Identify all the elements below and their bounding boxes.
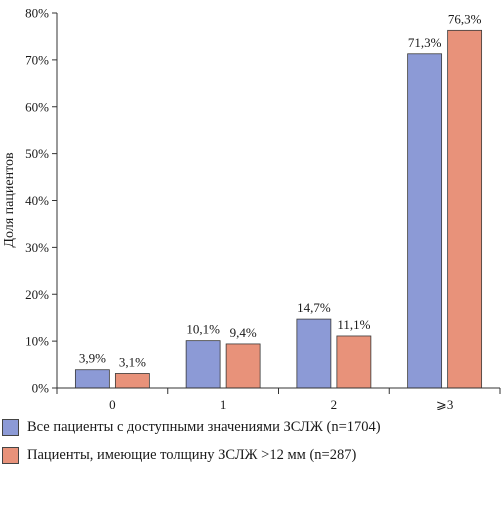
bar-series-2-1 [225,343,261,389]
x-tick-label: 2 [331,397,338,410]
legend-swatch-series-2 [2,446,19,464]
y-tick-label: 50% [25,146,49,161]
y-tick-label: 10% [25,334,49,349]
data-label-series-2-2: 11,1% [337,317,370,332]
y-tick-label: 40% [25,193,49,208]
legend-item-series-2: Пациенты, имеющие толщину ЗСЛЖ >12 мм (n… [2,445,500,465]
y-ticks-layer: 0% 10% 20% 30% 40% 50% 60% 70% 80% [25,6,57,396]
bar-series-2-2 [336,335,372,389]
data-label-series-1-3: 71,3% [408,35,442,50]
y-tick-label: 20% [25,287,49,302]
bar-series-2-3 [447,29,483,389]
bar-series-1-1 [185,340,221,389]
y-tick-label: 60% [25,99,49,114]
data-label-series-1-2: 14,7% [297,300,331,315]
bar-series-1-3 [407,53,443,389]
x-tick-label: 1 [220,397,227,410]
legend-label-series-2: Пациенты, имеющие толщину ЗСЛЖ >12 мм (n… [27,446,357,463]
data-label-series-1-0: 3,9% [79,351,106,366]
legend-label-series-1: Все пациенты с доступными значениями ЗСЛ… [27,418,381,435]
bar-series-1-0 [74,369,110,389]
x-ticks-layer: 0 1 2 ⩾3 [56,388,501,410]
y-tick-label: 70% [25,52,49,67]
data-label-series-1-1: 10,1% [186,322,220,337]
legend: Все пациенты с доступными значениями ЗСЛ… [2,417,500,473]
x-tick-label: 0 [109,397,116,410]
x-tick-label: ⩾3 [436,397,453,410]
y-tick-label: 0% [32,381,50,396]
data-labels-layer: 3,9% 3,1% 10,1% 9,4% 14,7% 11,1% 71,3% 76,3% [79,11,482,369]
bars-layer [74,29,483,389]
bar-chart: Доля пациентов 3,9% 3,1% 10,1% 9,4% 14,7% 11,… [2,6,501,410]
y-tick-label: 30% [25,240,49,255]
data-label-series-2-0: 3,1% [119,354,146,369]
y-tick-label: 80% [25,6,49,21]
legend-swatch-series-1 [2,418,19,436]
bar-series-2-0 [114,373,150,389]
data-label-series-2-1: 9,4% [230,325,257,340]
bar-series-1-2 [296,318,332,389]
legend-item-series-1: Все пациенты с доступными значениями ЗСЛ… [2,417,500,437]
y-axis-title: Доля пациентов [2,152,17,248]
data-label-series-2-3: 76,3% [448,11,482,26]
